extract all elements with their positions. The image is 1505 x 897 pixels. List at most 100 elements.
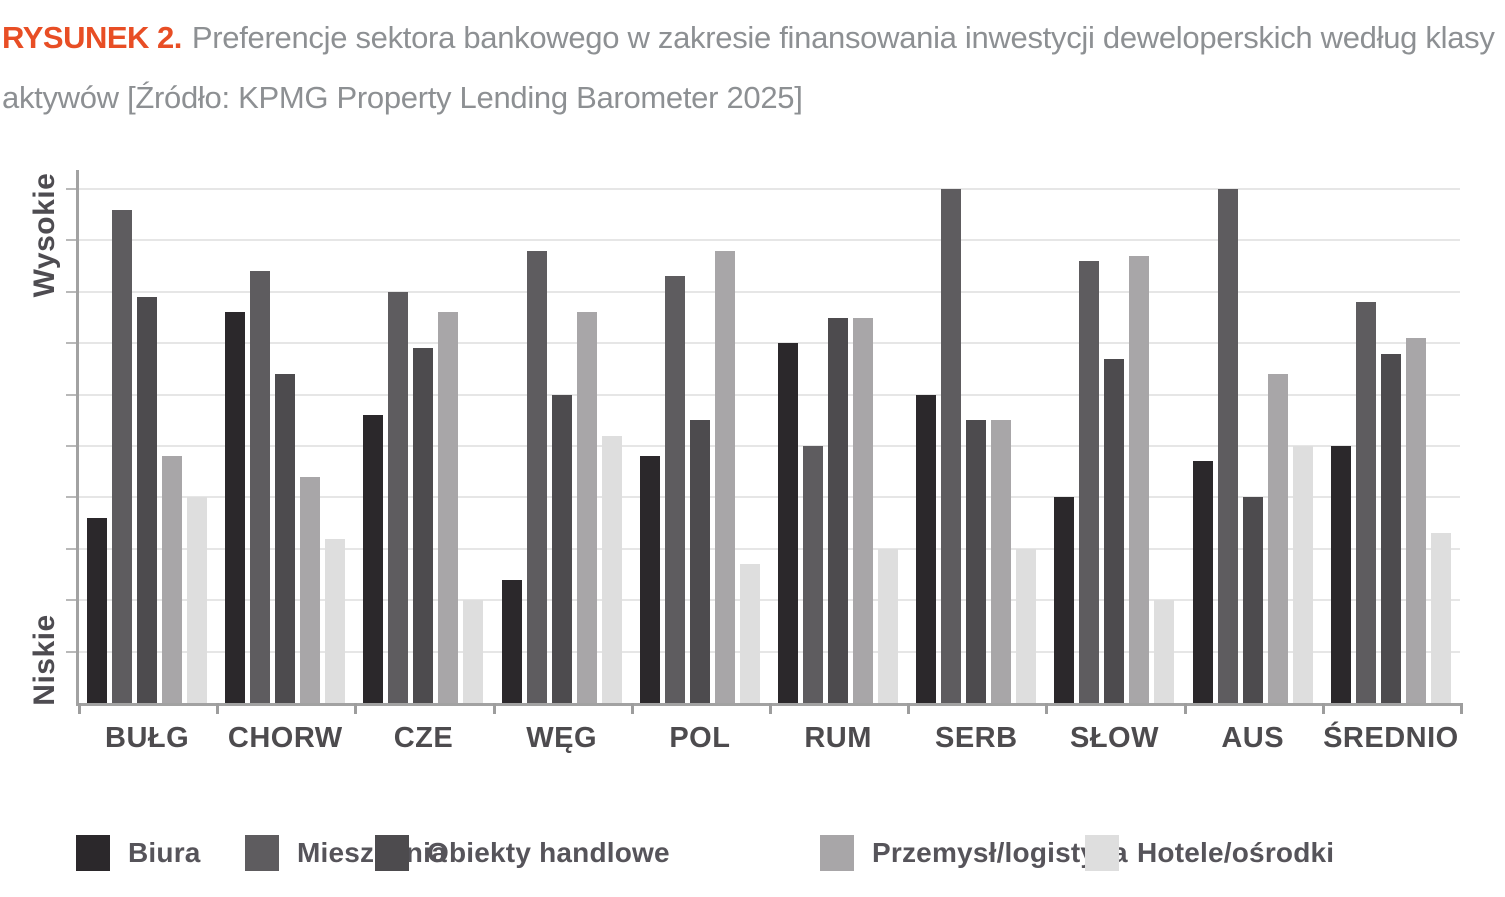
x-axis-tick [769,703,772,714]
bar-CZE-Przemysł/logistyka [438,312,459,703]
bar-ŚREDNIO-Obiekty handlowe [1380,353,1401,703]
bar-BUŁG-Przemysł/logistyka [162,456,182,703]
x-axis-tick [216,703,220,714]
bar-AUS-Hotele/ośrodki [1292,446,1313,703]
x-axis-tick [1045,703,1049,714]
x-axis-label-ŚREDNIO: ŚREDNIO [1323,722,1459,754]
x-axis-label-SERB: SERB [934,722,1018,754]
bar-ŚREDNIO-Biura [1330,446,1351,703]
bar-ŚREDNIO-Przemysł/logistyka [1405,338,1426,703]
bar-WĘG-Obiekty handlowe [551,394,572,703]
x-axis-tick [1321,703,1325,714]
x-axis-tick [1183,703,1187,714]
x-axis-label-CZE: CZE [393,722,454,754]
y-axis-tick [66,393,76,396]
x-axis-label-AUS: AUS [1221,722,1285,754]
y-axis-tick [66,599,76,602]
figure-caption-line2: aktywów [Źródło: KPMG Property Lending B… [2,80,803,115]
bar-CHORW-Przemysł/logistyka [300,476,321,703]
x-axis-label-POL: POL [669,722,731,754]
bar-WĘG-Mieszkania [526,250,547,703]
legend-label: Hotele/ośrodki [1137,837,1335,868]
y-axis-tick [66,290,76,293]
bar-CHORW-Biura [225,312,246,703]
legend-swatch [820,835,854,871]
bar-RUM-Obiekty handlowe [828,317,848,703]
gridline [78,445,1460,447]
bar-CZE-Obiekty handlowe [413,348,434,703]
gridline [78,547,1460,550]
x-axis-tick [354,703,358,714]
gridline [78,599,1460,602]
bar-POL-Mieszkania [664,276,685,703]
y-axis-line [76,170,79,706]
y-axis-tick [66,188,76,190]
x-axis-label-SŁOW: SŁOW [1069,722,1159,754]
bar-SŁOW-Mieszkania [1079,261,1100,703]
figure-caption-text: Preferencje sektora bankowego w zakresie… [191,20,1495,55]
bar-chart: Wysokie Niskie BUŁG CHORW CZE WĘG POL RUM SERB… [28,170,1463,754]
bar-CHORW-Hotele/ośrodki [325,538,346,703]
x-axis-tick [1460,703,1463,714]
legend-swatch [76,835,110,871]
bar-SERB-Obiekty handlowe [966,420,987,703]
y-axis-label-high: Wysokie [28,172,61,298]
gridline [78,290,1460,293]
x-axis-tick [492,703,496,714]
gridline [78,188,1460,190]
bar-SŁOW-Obiekty handlowe [1104,358,1125,703]
y-axis-tick [66,239,76,242]
bar-RUM-Hotele/ośrodki [878,548,898,703]
bar-AUS-Przemysł/logistyka [1267,374,1288,703]
bar-SŁOW-Hotele/ośrodki [1154,600,1175,703]
figure-number-label: RYSUNEK 2. [2,20,182,55]
gridline [78,496,1460,499]
bar-SERB-Przemysł/logistyka [991,420,1012,703]
figure-caption: RYSUNEK 2. Preferencje sektora bankowego … [2,8,1502,128]
bar-BUŁG-Biura [87,518,107,703]
bar-POL-Hotele/ośrodki [739,564,760,703]
legend-swatch [1085,835,1119,871]
bar-SERB-Biura [916,394,937,703]
bar-WĘG-Przemysł/logistyka [576,312,597,703]
bar-AUS-Biura [1192,461,1213,703]
bar-CZE-Mieszkania [388,291,409,703]
bar-CHORW-Obiekty handlowe [275,374,296,703]
bar-POL-Obiekty handlowe [689,420,710,703]
legend-swatch [245,835,279,871]
bar-CHORW-Mieszkania [250,271,271,703]
gridline [78,239,1460,242]
x-axis-tick [78,703,81,714]
y-axis-label-low: Niskie [28,614,61,706]
bar-RUM-Przemysł/logistyka [853,317,873,703]
bar-RUM-Mieszkania [803,446,823,703]
bar-BUŁG-Mieszkania [112,209,132,703]
bar-BUŁG-Obiekty handlowe [137,296,157,703]
bar-ŚREDNIO-Mieszkania [1355,302,1376,703]
bar-SERB-Mieszkania [941,189,962,703]
bar-POL-Przemysł/logistyka [714,250,735,703]
x-axis-label-BUŁG: BUŁG [105,722,190,754]
x-axis-tick [907,703,911,714]
y-axis-tick [66,547,76,550]
bar-CZE-Biura [363,415,384,703]
legend-label: Przemysł/logistyka [872,837,1128,868]
figure-caption-line1: RYSUNEK 2. Preferencje sektora bankowego … [2,8,1502,68]
bar-POL-Biura [639,456,660,703]
legend-label: Mieszkania [297,837,447,868]
legend-swatch [375,835,409,871]
bar-SERB-Hotele/ośrodki [1016,548,1037,703]
y-axis-tick [66,650,76,653]
y-axis-tick [66,445,76,447]
bar-ŚREDNIO-Hotele/ośrodki [1430,533,1451,703]
bar-WĘG-Hotele/ośrodki [601,435,622,703]
bar-AUS-Mieszkania [1217,189,1238,703]
bar-BUŁG-Hotele/ośrodki [187,497,207,703]
x-axis-tick [630,703,634,714]
gridline [78,650,1460,653]
gridline [78,342,1460,345]
bar-SŁOW-Przemysł/logistyka [1129,255,1150,703]
legend-label: Obiekty handlowe [427,837,670,868]
bar-SŁOW-Biura [1054,497,1075,703]
x-axis-label-WĘG: WĘG [526,722,598,754]
